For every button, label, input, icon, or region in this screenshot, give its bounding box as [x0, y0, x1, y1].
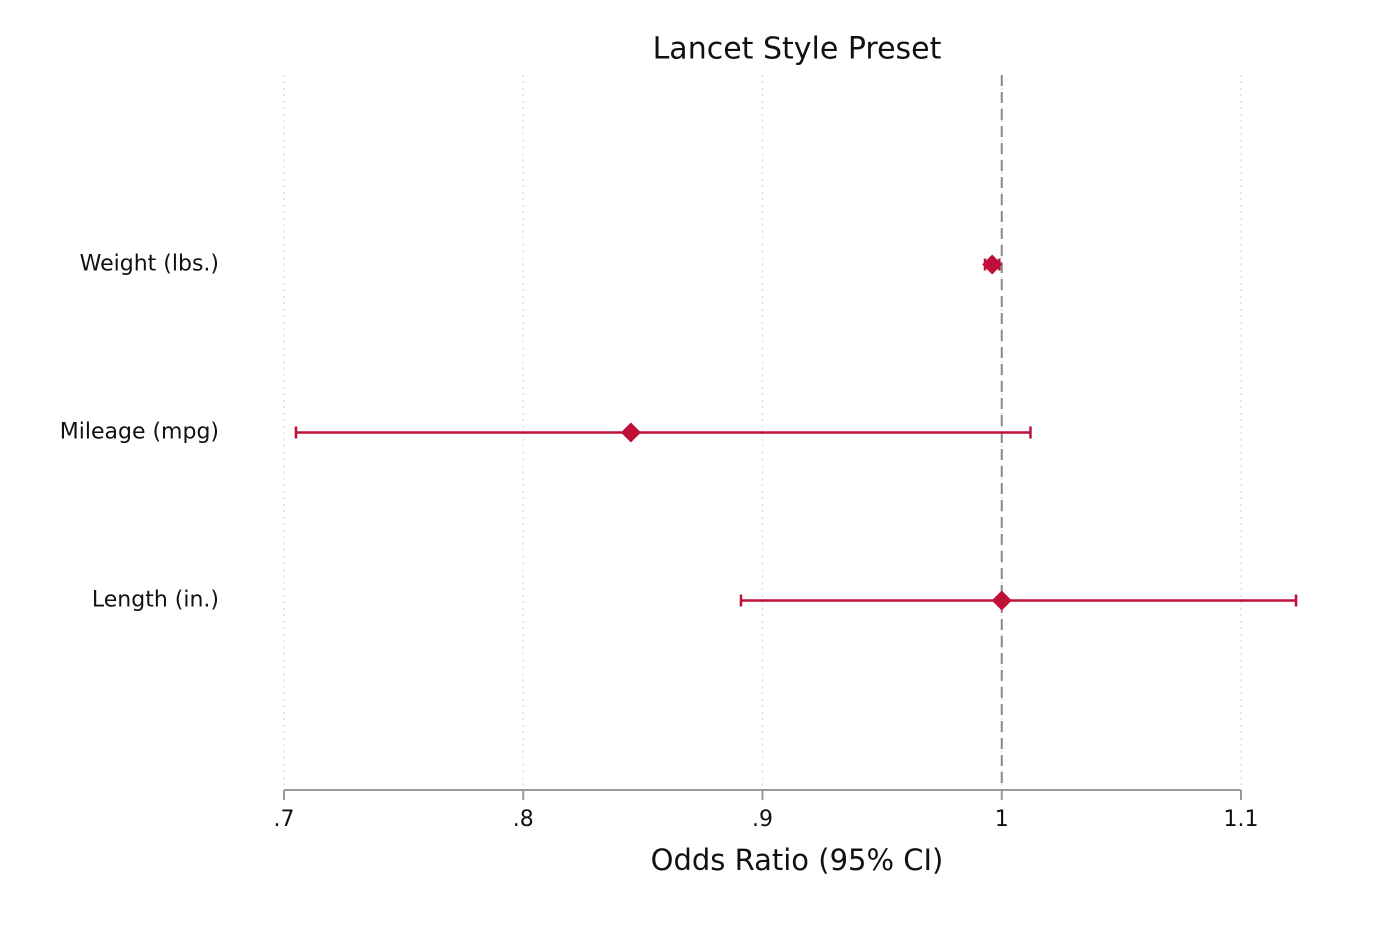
- point-marker: [620, 422, 641, 443]
- x-tick-label: .8: [513, 807, 534, 832]
- y-tick-label: Length (in.): [92, 588, 219, 613]
- x-tick-label: .9: [752, 807, 773, 832]
- y-tick-label: Mileage (mpg): [60, 420, 219, 445]
- y-tick-label: Weight (lbs.): [80, 252, 219, 277]
- chart-title: Lancet Style Preset: [653, 32, 942, 67]
- x-tick-label: .7: [274, 807, 295, 832]
- x-axis-label: Odds Ratio (95% CI): [651, 843, 944, 877]
- point-marker: [982, 254, 1003, 275]
- point-marker: [991, 590, 1012, 611]
- x-tick-label: 1: [995, 807, 1009, 832]
- x-tick-label: 1.1: [1224, 807, 1259, 832]
